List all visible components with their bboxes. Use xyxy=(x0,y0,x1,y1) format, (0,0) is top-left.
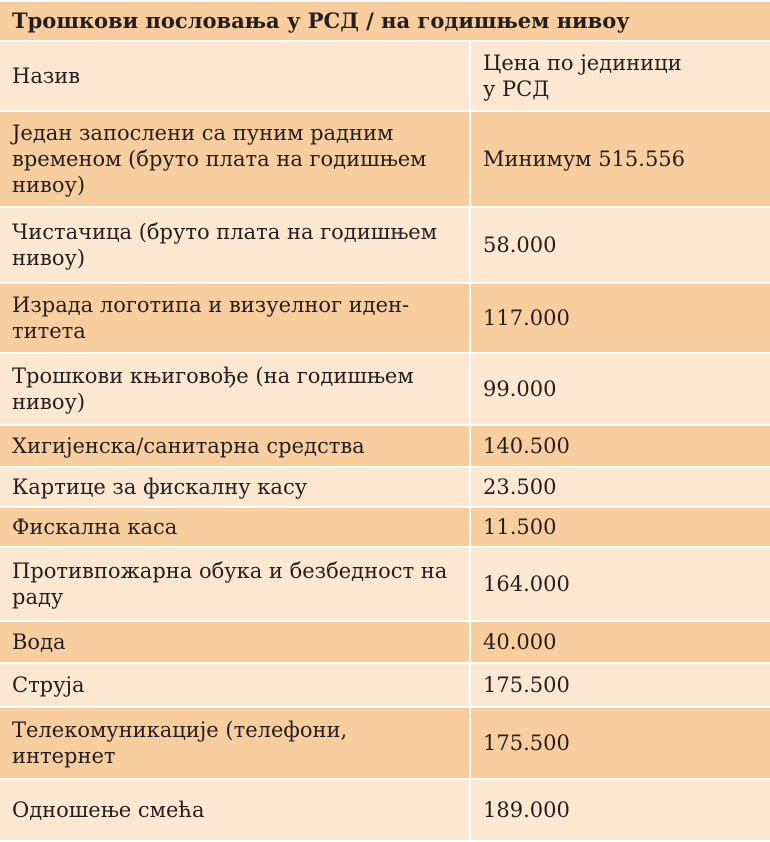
table-row: Одношење смећа 189.000 xyxy=(0,778,770,842)
row-name: Одношење смећа xyxy=(0,778,470,842)
header-price-line1: Цена по јединици xyxy=(483,51,682,75)
header-name: Назив xyxy=(0,40,470,112)
row-name: Вода xyxy=(0,620,470,664)
table-row: Картице за фискалну касу 23.500 xyxy=(0,466,770,508)
row-name: Телекомуникације (телефони, интернет xyxy=(0,706,470,780)
header-row: Назив Цена по јединици у РСД xyxy=(0,40,770,112)
table-title: Трошкови пословања у РСД / на годишњем н… xyxy=(0,0,770,42)
row-price: 175.500 xyxy=(469,662,770,708)
row-price: 117.000 xyxy=(469,282,770,354)
row-price: 99.000 xyxy=(469,352,770,426)
row-name: Хигијенска/санитарна средства xyxy=(0,424,470,468)
row-name: Израда логотипа и визуелног иден- титета xyxy=(0,282,470,354)
row-price: 164.000 xyxy=(469,546,770,622)
table-row: Телекомуникације (телефони, интернет 175… xyxy=(0,706,770,780)
table-row: Хигијенска/санитарна средства 140.500 xyxy=(0,424,770,468)
row-name-line1: Израда логотипа и визуелног иден- xyxy=(12,293,410,317)
row-price: 175.500 xyxy=(469,706,770,780)
header-price-line2: у РСД xyxy=(483,77,550,101)
row-price: 40.000 xyxy=(469,620,770,664)
row-name: Један запослени са пуним радним временом… xyxy=(0,110,470,208)
row-price: 140.500 xyxy=(469,424,770,468)
table-row: Чистачица (бруто плата на годишњем нивоу… xyxy=(0,206,770,284)
table-row: Фискална каса 11.500 xyxy=(0,506,770,548)
table-row: Израда логотипа и визуелног иден- титета… xyxy=(0,282,770,354)
row-price: Минимум 515.556 xyxy=(469,110,770,208)
row-name: Противпожарна обука и безбедност на раду xyxy=(0,546,470,622)
row-price: 23.500 xyxy=(469,466,770,508)
header-price: Цена по јединици у РСД xyxy=(469,40,770,112)
table-row: Вода 40.000 xyxy=(0,620,770,664)
table-row: Противпожарна обука и безбедност на раду… xyxy=(0,546,770,622)
row-name: Картице за фискалну касу xyxy=(0,466,470,508)
table-row: Струја 175.500 xyxy=(0,662,770,708)
table-row: Један запослени са пуним радним временом… xyxy=(0,110,770,208)
table-row: Трошкови књиговође (на годишњем нивоу) 9… xyxy=(0,352,770,426)
row-name: Фискална каса xyxy=(0,506,470,548)
row-name-line2: титета xyxy=(12,319,86,343)
row-price: 11.500 xyxy=(469,506,770,548)
row-name: Струја xyxy=(0,662,470,708)
row-name: Трошкови књиговође (на годишњем нивоу) xyxy=(0,352,470,426)
row-price: 58.000 xyxy=(469,206,770,284)
row-price: 189.000 xyxy=(469,778,770,842)
row-name: Чистачица (бруто плата на годишњем нивоу… xyxy=(0,206,470,284)
table-title-row: Трошкови пословања у РСД / на годишњем н… xyxy=(0,0,770,42)
